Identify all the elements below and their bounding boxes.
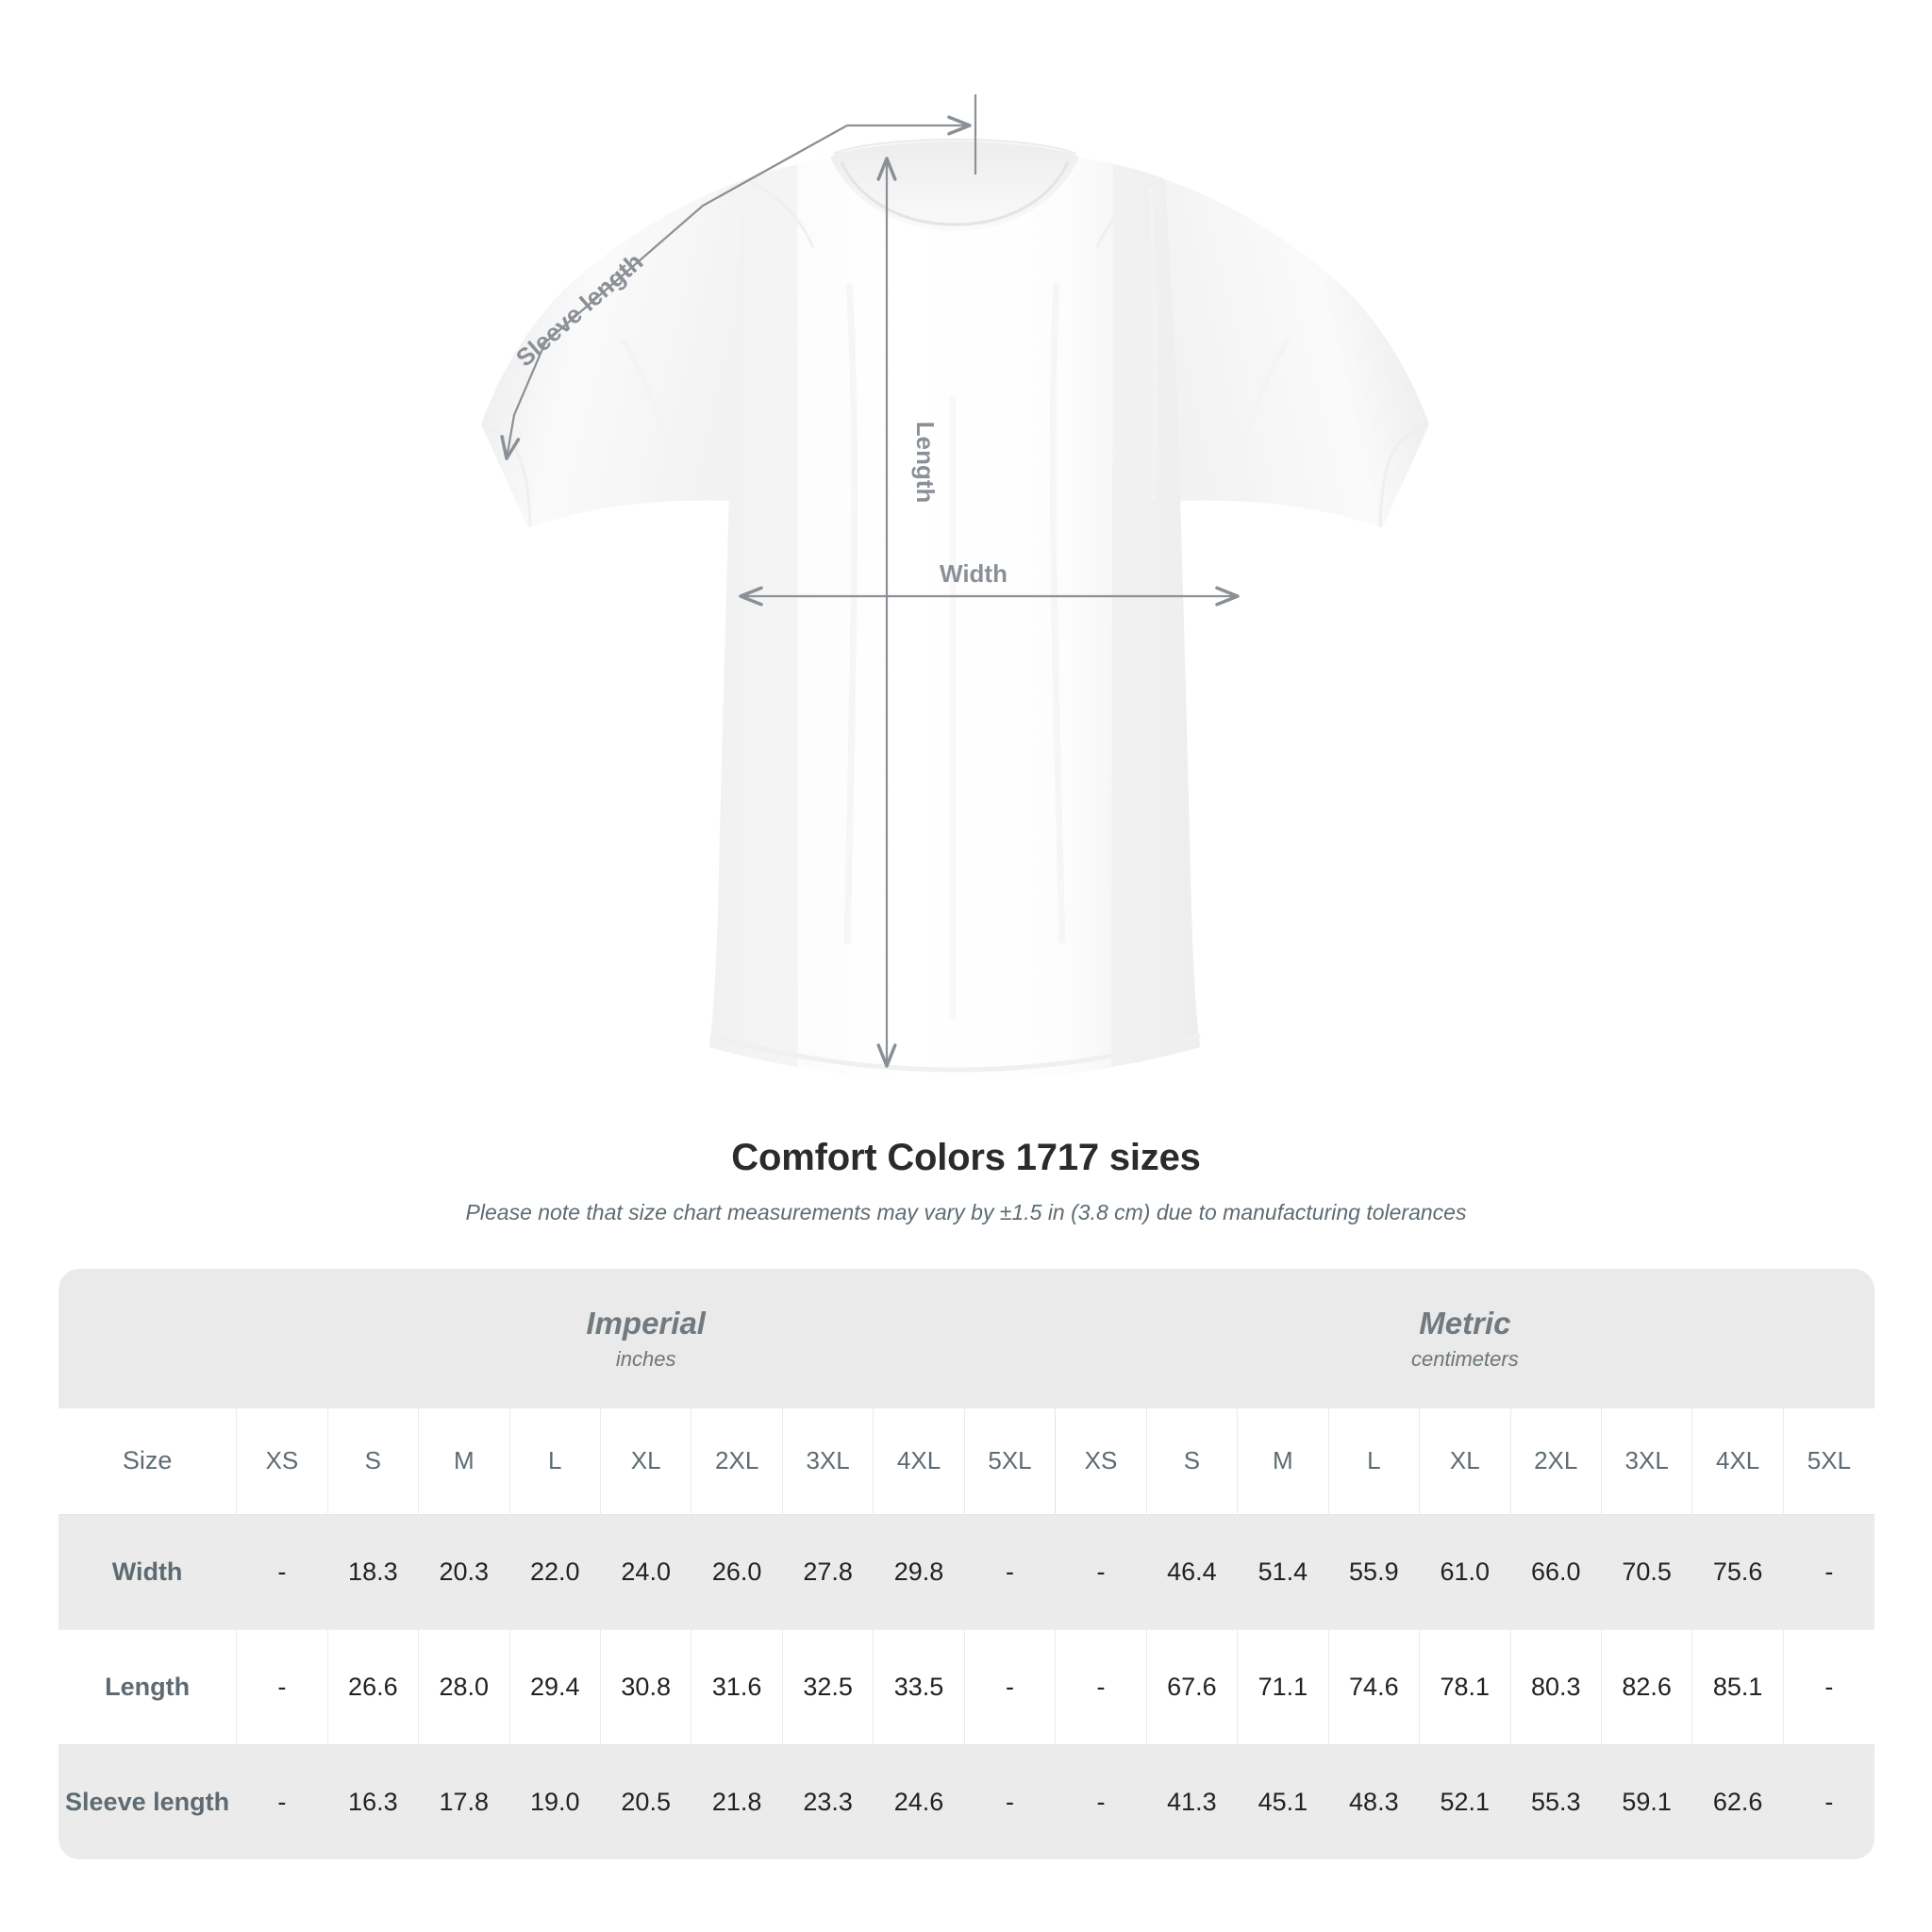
cell-width-s-10: 46.4 [1145,1513,1238,1629]
cell-length-5xl-8: - [963,1628,1056,1744]
cell-sleeve-length-xs-0: - [236,1743,328,1859]
cell-sleeve-length-5xl-17: - [1782,1743,1874,1859]
size-header-l-12: L [1327,1408,1420,1514]
cell-width-5xl-17: - [1782,1513,1874,1629]
cell-sleeve-length-2xl-5: 21.8 [691,1743,783,1859]
cell-length-xl-13: 78.1 [1419,1628,1510,1744]
cell-sleeve-length-l-3: 19.0 [508,1743,601,1859]
cell-length-l-12: 74.6 [1327,1628,1420,1744]
cell-length-s-1: 26.6 [326,1628,419,1744]
cell-sleeve-length-s-1: 16.3 [326,1743,419,1859]
size-header-xs-0: XS [236,1408,328,1514]
cell-sleeve-length-3xl-15: 59.1 [1600,1743,1692,1859]
cell-width-xs-9: - [1055,1513,1147,1629]
unit-group-subtitle: inches [615,1346,676,1371]
unit-group-imperial: Imperial inches [236,1269,1056,1408]
cell-length-2xl-5: 31.6 [691,1628,783,1744]
size-header-label: Size [58,1408,237,1514]
cell-sleeve-length-l-12: 48.3 [1327,1743,1420,1859]
unit-group-metric: Metric centimeters [1055,1269,1874,1408]
cell-length-3xl-6: 32.5 [781,1628,874,1744]
unit-group-subtitle: centimeters [1411,1346,1519,1371]
cell-sleeve-length-xs-9: - [1055,1743,1147,1859]
size-header-xs-9: XS [1055,1408,1147,1514]
cell-length-xs-9: - [1055,1628,1147,1744]
cell-width-m-2: 20.3 [418,1513,510,1629]
cell-width-m-11: 51.4 [1237,1513,1329,1629]
label-width: Width [940,559,1008,588]
size-header-5xl-17: 5XL [1782,1408,1874,1514]
page-title: Comfort Colors 1717 sizes [731,1137,1201,1178]
cell-width-4xl-16: 75.6 [1691,1513,1784,1629]
size-table-container: Imperial inches Metric centimeters Size XS S M L… [58,1269,1874,1859]
cell-length-2xl-14: 80.3 [1509,1628,1602,1744]
cell-length-m-11: 71.1 [1237,1628,1329,1744]
size-header-3xl-15: 3XL [1600,1408,1692,1514]
cell-length-m-2: 28.0 [418,1628,510,1744]
size-header-s-10: S [1145,1408,1238,1514]
size-header-s-1: S [326,1408,419,1514]
unit-header-row: Imperial inches Metric centimeters [58,1269,1874,1408]
cell-sleeve-length-2xl-14: 55.3 [1509,1743,1602,1859]
cell-sleeve-length-4xl-16: 62.6 [1691,1743,1784,1859]
cell-sleeve-length-5xl-8: - [963,1743,1056,1859]
cell-length-s-10: 67.6 [1145,1628,1238,1744]
size-header-3xl-6: 3XL [781,1408,874,1514]
cell-width-xl-4: 24.0 [599,1513,691,1629]
table-row-length: Length -26.6 28.0 29.4 30.8 31.6 32.5 33.5- -67.… [58,1628,1874,1744]
table-row-sleeve-length: Sleeve length -16.3 17.8 19.0 20.5 21.8 23.3 24… [58,1743,1874,1859]
size-header-row: Size XS S M L XL 2XL 3XL 4XL 5XL XS S M L XL 2XL 3XL 4XL 5… [58,1408,1874,1514]
cell-sleeve-length-s-10: 41.3 [1145,1743,1238,1859]
size-header-m-11: M [1237,1408,1329,1514]
size-header-4xl-16: 4XL [1691,1408,1784,1514]
page-subtitle: Please note that size chart measurements… [465,1200,1467,1224]
label-length: Length [911,422,940,504]
row-label-sleeve-length: Sleeve length [58,1743,237,1859]
row-label-width: Width [58,1513,237,1629]
cell-width-2xl-14: 66.0 [1509,1513,1602,1629]
row-label-length: Length [58,1628,237,1744]
cell-width-xs-0: - [236,1513,328,1629]
cell-width-s-1: 18.3 [326,1513,419,1629]
size-table: Imperial inches Metric centimeters Size XS S M L… [58,1269,1874,1859]
size-header-xl-4: XL [599,1408,691,1514]
unit-header-spacer [58,1269,237,1408]
cell-width-3xl-6: 27.8 [781,1513,874,1629]
cell-length-xs-0: - [236,1628,328,1744]
cell-length-xl-4: 30.8 [599,1628,691,1744]
cell-length-4xl-7: 33.5 [873,1628,965,1744]
size-header-2xl-5: 2XL [691,1408,783,1514]
size-header-5xl-8: 5XL [963,1408,1056,1514]
cell-width-xl-13: 61.0 [1419,1513,1510,1629]
cell-length-3xl-15: 82.6 [1600,1628,1692,1744]
cell-sleeve-length-m-2: 17.8 [418,1743,510,1859]
cell-sleeve-length-4xl-7: 24.6 [873,1743,965,1859]
cell-width-3xl-15: 70.5 [1600,1513,1692,1629]
size-header-2xl-14: 2XL [1509,1408,1602,1514]
sleeve-length-leader [500,125,848,460]
cell-length-5xl-17: - [1782,1628,1874,1744]
cell-width-4xl-7: 29.8 [873,1513,965,1629]
table-row-width: Width -18.3 20.3 22.0 24.0 26.0 27.8 29.8- -46.4… [58,1513,1874,1629]
cell-sleeve-length-m-11: 45.1 [1237,1743,1329,1859]
size-header-m-2: M [418,1408,510,1514]
size-header-l-3: L [508,1408,601,1514]
unit-group-name: Metric [1419,1306,1511,1341]
cell-width-5xl-8: - [963,1513,1056,1629]
size-header-xl-13: XL [1419,1408,1510,1514]
tshirt-illustration: Sleeve length Length Width [481,94,1429,1081]
cell-width-l-12: 55.9 [1327,1513,1420,1629]
cell-width-2xl-5: 26.0 [691,1513,783,1629]
cell-length-4xl-16: 85.1 [1691,1628,1784,1744]
cell-sleeve-length-xl-13: 52.1 [1419,1743,1510,1859]
cell-length-l-3: 29.4 [508,1628,601,1744]
cell-sleeve-length-3xl-6: 23.3 [781,1743,874,1859]
size-header-4xl-7: 4XL [873,1408,965,1514]
unit-group-name: Imperial [586,1306,706,1341]
cell-width-l-3: 22.0 [508,1513,601,1629]
cell-sleeve-length-xl-4: 20.5 [599,1743,691,1859]
